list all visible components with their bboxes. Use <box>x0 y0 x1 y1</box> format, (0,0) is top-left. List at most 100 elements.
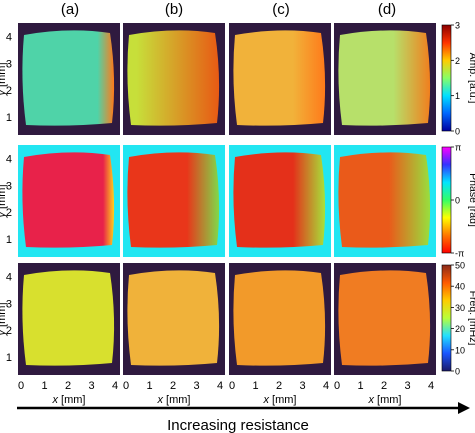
sample-map <box>233 270 326 366</box>
x-tick-label: 0 <box>18 380 24 392</box>
panel-amplitude-3 <box>229 23 331 135</box>
resistance-arrow: Increasing resistance <box>17 402 470 433</box>
x-axis-label: x [mm] <box>51 394 85 406</box>
colorbar-tick-label: 40 <box>455 282 465 292</box>
y-tick-label: 3 <box>6 298 12 310</box>
x-tick-label: 4 <box>428 380 434 392</box>
x-axis-label: x [mm] <box>262 394 296 406</box>
x-tick-label: 3 <box>193 380 199 392</box>
x-tick-label: 2 <box>276 380 282 392</box>
panel-phase-4 <box>334 145 436 257</box>
x-tick-label: 0 <box>229 380 235 392</box>
y-axis-frequency: 4 3 2 1 y [mm] <box>0 271 12 364</box>
x-tick-label: 2 <box>170 380 176 392</box>
colorbar-tick-label: 0 <box>455 367 460 377</box>
sample-map <box>338 152 431 248</box>
y-tick-label: 2 <box>6 325 12 337</box>
column-label-d: (d) <box>378 1 396 18</box>
sample-map <box>127 152 220 248</box>
arrow-head <box>458 402 470 414</box>
x-tick-label: 3 <box>299 380 305 392</box>
panel-frequency-4 <box>334 263 436 375</box>
column-headers: (a) (b) (c) (d) <box>61 1 396 18</box>
sample-map <box>338 270 431 366</box>
x-tick-label: 4 <box>323 380 329 392</box>
colorbar-tick-label: 0 <box>455 196 460 206</box>
y-axis-label: y [mm] <box>0 62 8 96</box>
x-axis-col-3: 0 1 2 3 4 x [mm] <box>229 380 329 406</box>
y-tick-label: 1 <box>6 352 12 364</box>
column-label-c: (c) <box>272 1 290 18</box>
x-tick-label: 0 <box>334 380 340 392</box>
sample-map <box>338 30 431 126</box>
column-label-b: (b) <box>165 1 183 18</box>
colorbar-tick-label: -π <box>455 249 464 259</box>
colorbar-gradient <box>441 264 452 372</box>
y-tick-label: 4 <box>6 153 12 165</box>
sample-map <box>22 30 115 126</box>
x-axis-col-1: 0 1 2 3 4 x [mm] <box>18 380 118 406</box>
x-axis-col-2: 0 1 2 3 4 x [mm] <box>123 380 223 406</box>
panel-phase-2 <box>123 145 225 257</box>
sample-map <box>127 270 220 366</box>
y-axis-amplitude: 4 3 2 1 y [mm] <box>0 31 12 124</box>
y-tick-label: 3 <box>6 180 12 192</box>
y-tick-label: 4 <box>6 31 12 43</box>
y-tick-label: 2 <box>6 85 12 97</box>
colorbar-frequency: 50 40 30 20 10 0 Freq. [mHz] <box>441 261 475 377</box>
sample-map <box>233 30 326 126</box>
y-axes: 4 3 2 1 y [mm] 4 3 2 1 y [mm] 4 3 2 1 y [mm] <box>0 31 12 364</box>
colorbar-gradient <box>441 146 452 254</box>
panel-frequency-3 <box>229 263 331 375</box>
panel-phase-1 <box>18 145 120 257</box>
colorbar-label: Amp. [a.u.] <box>467 53 475 104</box>
x-tick-label: 4 <box>217 380 223 392</box>
colorbar-phase: π 0 -π Phase [rad] <box>441 143 475 259</box>
panel-amplitude-1 <box>18 23 120 135</box>
x-tick-label: 1 <box>41 380 47 392</box>
panel-phase-3 <box>229 145 331 257</box>
x-tick-label: 1 <box>357 380 363 392</box>
y-axis-phase: 4 3 2 1 y [mm] <box>0 153 12 246</box>
y-tick-label: 3 <box>6 58 12 70</box>
x-tick-label: 1 <box>252 380 258 392</box>
colorbar-label: Freq. [mHz] <box>467 291 475 346</box>
colorbar-tick-label: 20 <box>455 324 465 334</box>
panel-amplitude-2 <box>123 23 225 135</box>
colorbar-tick-label: 30 <box>455 303 465 313</box>
colorbar-tick-label: 3 <box>455 21 460 31</box>
sample-map <box>127 30 220 126</box>
colorbar-tick-label: 2 <box>455 56 460 66</box>
x-tick-label: 3 <box>404 380 410 392</box>
sample-map <box>22 152 115 248</box>
colorbar-tick-label: 10 <box>455 345 465 355</box>
colorbar-tick-label: 1 <box>455 91 460 101</box>
panel-grid <box>18 23 436 375</box>
x-tick-label: 0 <box>123 380 129 392</box>
x-tick-label: 4 <box>112 380 118 392</box>
column-label-a: (a) <box>61 1 79 18</box>
colorbar-label: Phase [rad] <box>467 173 475 227</box>
x-axis: 0 1 2 3 4 x [mm] 0 1 2 3 4 x [mm] 0 1 2 3 4 x [mm] 0 1 2 3 4 x … <box>18 380 434 406</box>
colorbar-tick-label: 50 <box>455 261 465 271</box>
y-tick-label: 1 <box>6 112 12 124</box>
y-tick-label: 2 <box>6 207 12 219</box>
sample-map <box>233 152 326 248</box>
x-tick-label: 3 <box>88 380 94 392</box>
arrow-label: Increasing resistance <box>167 417 309 433</box>
x-axis-label: x [mm] <box>367 394 401 406</box>
x-tick-label: 2 <box>381 380 387 392</box>
y-tick-label: 1 <box>6 234 12 246</box>
panel-frequency-1 <box>18 263 120 375</box>
sample-map <box>22 270 115 366</box>
panel-frequency-2 <box>123 263 225 375</box>
x-tick-label: 1 <box>146 380 152 392</box>
colorbar-tick-label: 0 <box>455 127 460 137</box>
colorbar-gradient <box>441 24 452 132</box>
colorbar-amplitude: 3 2 1 0 Amp. [a.u.] <box>441 21 475 137</box>
x-tick-label: 2 <box>65 380 71 392</box>
y-axis-label: y [mm] <box>0 184 8 218</box>
colorbar-tick-label: π <box>455 143 461 153</box>
